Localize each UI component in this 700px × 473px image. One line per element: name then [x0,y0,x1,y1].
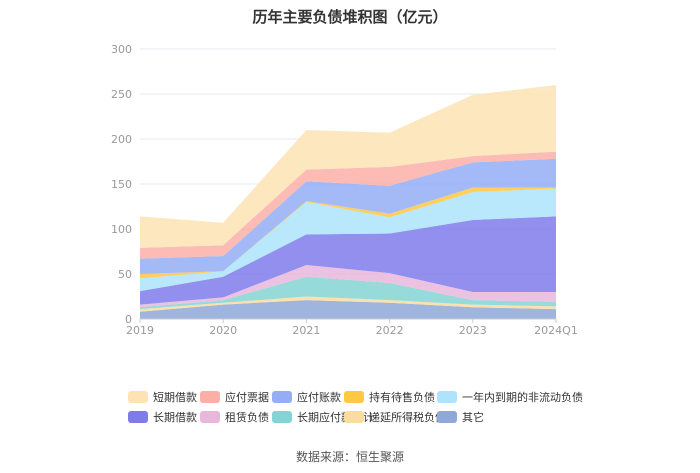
y-tick-label: 50 [118,268,132,281]
legend-swatch [272,411,292,423]
area-series [140,85,556,248]
y-tick-label: 0 [125,313,132,326]
legend-swatch [200,391,220,403]
legend-label: 应付账款 [297,391,341,404]
legend-label: 长期借款 [153,411,197,424]
y-tick-label: 200 [111,133,132,146]
legend-item[interactable]: 应付账款 [272,389,341,405]
legend-item[interactable]: 短期借款 [128,389,197,405]
legend-item[interactable]: 其它 [437,409,484,425]
area-series [140,276,556,310]
legend-label: 短期借款 [153,391,197,404]
legend-swatch [200,411,220,423]
area-series [140,216,556,305]
x-tick-label: 2019 [126,324,154,337]
area-series [140,151,556,259]
legend-label: 其它 [462,411,484,424]
legend-label: 租赁负债 [225,411,269,424]
x-tick-label: 2021 [292,324,320,337]
x-tick-label: 2020 [209,324,237,337]
legend-item[interactable]: 递延所得税负债 [344,409,446,425]
data-source: 数据来源：恒生聚源 [295,450,404,464]
chart-title: 历年主要负债堆积图（亿元） [252,8,448,26]
area-series [140,188,556,292]
legend-item[interactable]: 持有待售负债 [344,389,435,405]
legend-item[interactable]: 长期借款 [128,409,197,425]
legend-item[interactable]: 租赁负债 [200,409,269,425]
y-tick-label: 250 [111,88,132,101]
y-tick-label: 150 [111,178,132,191]
area-series [140,300,556,319]
area-series [140,158,556,274]
legend-swatch [437,411,457,423]
legend-swatch [437,391,457,403]
y-tick-label: 300 [111,43,132,56]
x-tick-label: 2023 [459,324,487,337]
legend-swatch [344,391,364,403]
x-tick-label: 2022 [376,324,404,337]
x-tick-label: 2024Q1 [534,324,578,337]
y-tick-label: 100 [111,223,132,236]
legend-label: 一年内到期的非流动负债 [462,391,583,404]
legend-swatch [128,411,148,423]
legend-label: 持有待售负债 [369,391,435,404]
legend-swatch [344,411,364,423]
area-series [140,296,556,312]
legend-label: 递延所得税负债 [369,411,446,424]
legend-swatch [128,391,148,403]
legend-swatch [272,391,292,403]
legend-item[interactable]: 应付票据 [200,389,269,405]
area-series [140,265,556,308]
legend-label: 应付票据 [225,391,269,404]
legend-item[interactable]: 一年内到期的非流动负债 [437,389,583,405]
